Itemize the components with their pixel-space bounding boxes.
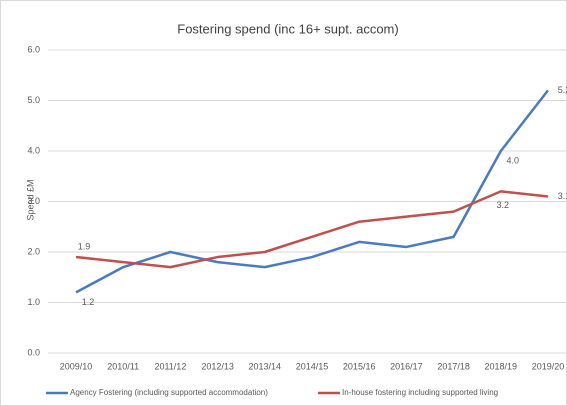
data-label: 3.2 [497, 200, 510, 210]
x-tick-label: 2013/14 [249, 361, 282, 371]
x-tick-label: 2016/17 [390, 361, 423, 371]
y-tick-label: 1.0 [27, 297, 40, 307]
y-tick-label: 4.0 [27, 145, 40, 155]
data-label: 5.2 [558, 85, 567, 95]
x-tick-label: 2011/12 [154, 361, 186, 371]
x-tick-label: 2019/20 [532, 361, 565, 371]
legend-label: Agency Fostering (including supported ac… [70, 388, 268, 397]
y-tick-label: 5.0 [27, 95, 40, 105]
y-axis-label: Spend £M [25, 179, 35, 220]
x-tick-label: 2009/10 [60, 361, 93, 371]
y-tick-label: 2.0 [27, 246, 40, 256]
x-tick-label: 2017/18 [437, 361, 470, 371]
x-tick-label: 2010/11 [107, 361, 139, 371]
legend-label: In-house fostering including supported l… [342, 388, 498, 397]
data-label: 4.0 [507, 155, 520, 165]
x-tick-label: 2018/19 [485, 361, 518, 371]
y-tick-label: 3.0 [27, 196, 40, 206]
series-line [75, 89, 549, 294]
series-line [75, 190, 549, 269]
y-tick-label: 6.0 [27, 44, 40, 54]
x-tick-label: 2015/16 [343, 361, 376, 371]
x-tick-label: 2012/13 [201, 361, 234, 371]
data-label: 1.2 [82, 297, 95, 307]
chart-title: Fostering spend (inc 16+ supt. accom) [177, 21, 398, 36]
x-tick-label: 2014/15 [296, 361, 329, 371]
data-label: 1.9 [78, 241, 91, 251]
y-tick-label: 0.0 [27, 347, 40, 357]
data-label: 3.1 [558, 191, 567, 201]
